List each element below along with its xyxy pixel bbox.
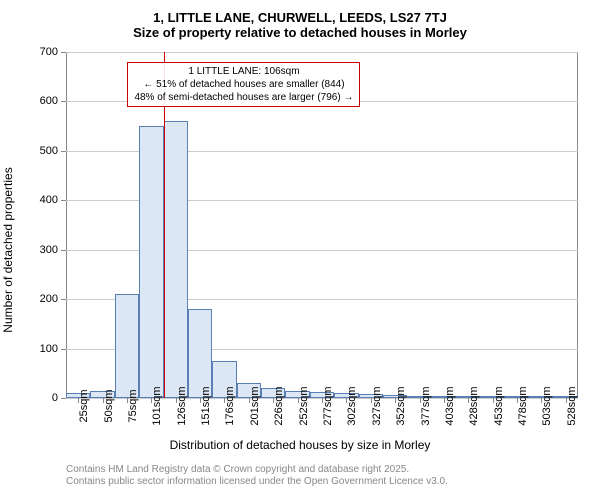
chart-title-main: 1, LITTLE LANE, CHURWELL, LEEDS, LS27 7T… xyxy=(10,10,590,25)
y-tick-label: 700 xyxy=(40,46,58,58)
y-tick-label: 100 xyxy=(40,343,58,355)
y-tick xyxy=(61,101,66,102)
x-tick-label: 151sqm xyxy=(200,386,212,425)
y-tick-label: 200 xyxy=(40,293,58,305)
y-axis-line xyxy=(66,52,67,398)
chart-title-sub: Size of property relative to detached ho… xyxy=(10,25,590,40)
gridline xyxy=(66,52,578,53)
x-tick-label: 50sqm xyxy=(103,389,115,422)
x-tick-label: 352sqm xyxy=(395,386,407,425)
y-tick-label: 600 xyxy=(40,95,58,107)
y-tick-label: 0 xyxy=(52,392,58,404)
chart-container: 1, LITTLE LANE, CHURWELL, LEEDS, LS27 7T… xyxy=(10,10,590,490)
annotation-line: ← 51% of detached houses are smaller (84… xyxy=(134,78,353,91)
x-tick-label: 478sqm xyxy=(517,386,529,425)
footer-line-2: Contains public sector information licen… xyxy=(66,476,448,488)
x-tick-label: 428sqm xyxy=(468,386,480,425)
x-tick-label: 277sqm xyxy=(322,386,334,425)
histogram-bar xyxy=(115,294,139,398)
x-axis-label: Distribution of detached houses by size … xyxy=(170,438,431,452)
y-tick xyxy=(61,151,66,152)
x-tick-label: 503sqm xyxy=(541,386,553,425)
x-tick-label: 327sqm xyxy=(371,386,383,425)
annotation-line: 48% of semi-detached houses are larger (… xyxy=(134,91,353,104)
chart-footer: Contains HM Land Registry data © Crown c… xyxy=(66,464,448,488)
x-tick-label: 403sqm xyxy=(444,386,456,425)
histogram-bar xyxy=(164,121,188,398)
x-tick-label: 252sqm xyxy=(298,386,310,425)
y-tick xyxy=(61,299,66,300)
x-tick-label: 176sqm xyxy=(224,386,236,425)
x-tick-label: 453sqm xyxy=(493,386,505,425)
plot-area: 010020030040050060070025sqm50sqm75sqm101… xyxy=(66,52,578,398)
y-tick-label: 400 xyxy=(40,194,58,206)
annotation-line: 1 LITTLE LANE: 106sqm xyxy=(134,65,353,78)
footer-line-1: Contains HM Land Registry data © Crown c… xyxy=(66,464,448,476)
y-tick xyxy=(61,349,66,350)
y-tick xyxy=(61,250,66,251)
y-tick-label: 300 xyxy=(40,244,58,256)
x-tick-label: 377sqm xyxy=(420,386,432,425)
y-axis-label: Number of detached properties xyxy=(1,167,15,332)
y-tick xyxy=(61,398,66,399)
x-tick-label: 201sqm xyxy=(249,386,261,425)
x-tick-label: 126sqm xyxy=(176,386,188,425)
y-tick xyxy=(61,200,66,201)
x-tick-label: 528sqm xyxy=(566,386,578,425)
right-border xyxy=(577,52,578,398)
histogram-bar xyxy=(139,126,163,398)
histogram-bar xyxy=(188,309,212,398)
annotation-box: 1 LITTLE LANE: 106sqm← 51% of detached h… xyxy=(127,62,360,107)
y-tick-label: 500 xyxy=(40,145,58,157)
x-tick-label: 302sqm xyxy=(346,386,358,425)
x-tick-label: 101sqm xyxy=(151,386,163,425)
y-tick xyxy=(61,52,66,53)
x-tick-label: 75sqm xyxy=(127,389,139,422)
x-tick-label: 25sqm xyxy=(78,389,90,422)
x-tick-label: 226sqm xyxy=(273,386,285,425)
